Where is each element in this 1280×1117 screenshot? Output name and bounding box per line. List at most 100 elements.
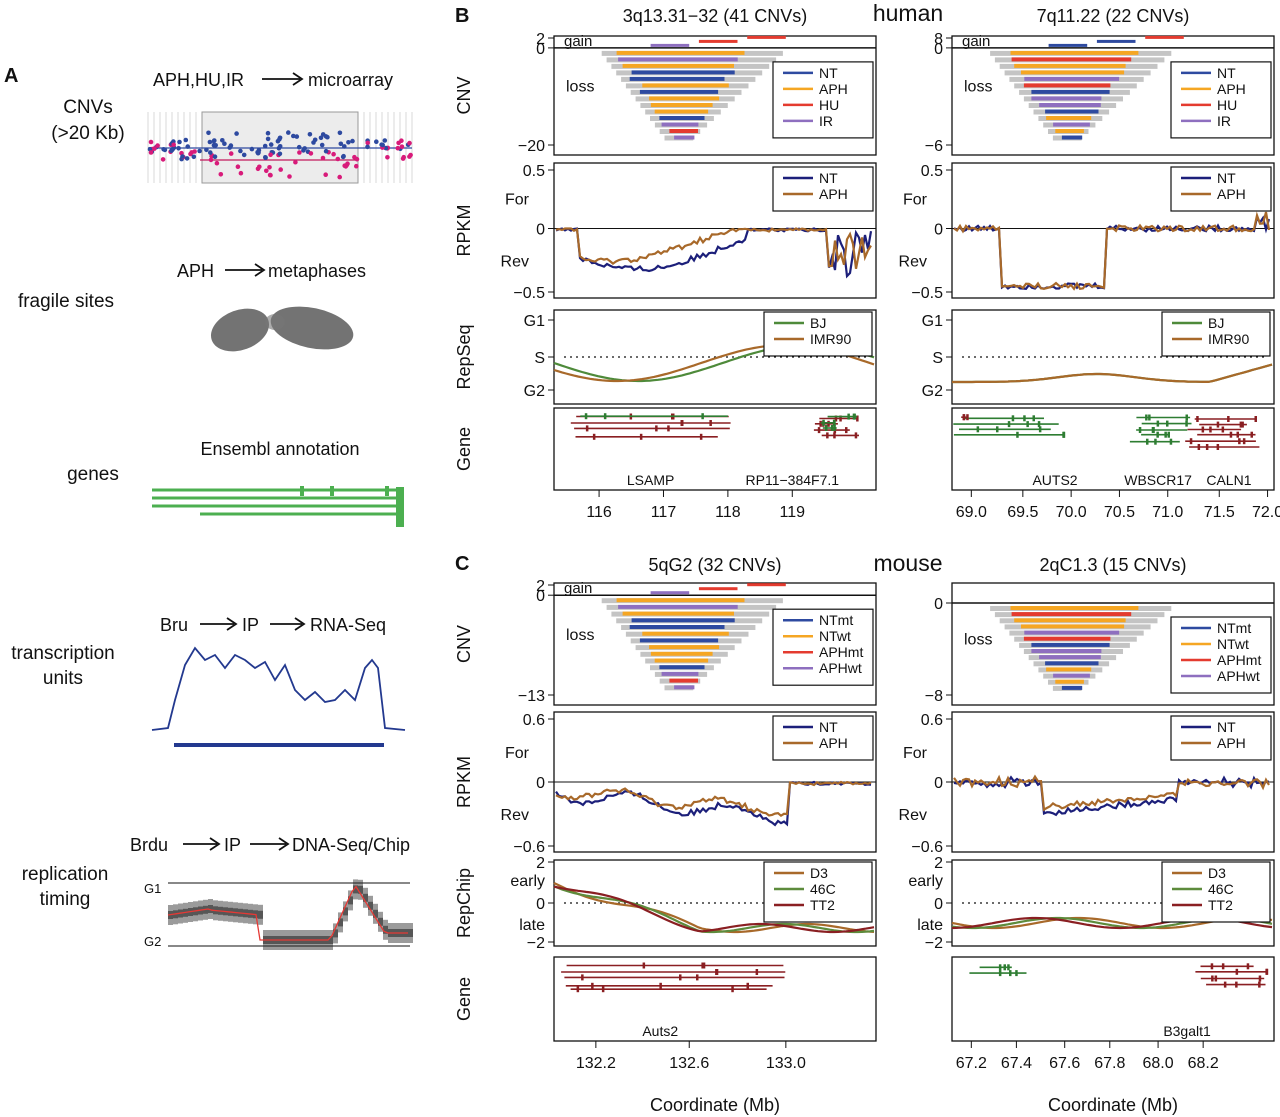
B-right-xtick-label: 69.0 — [956, 504, 987, 521]
microarray-dot — [337, 174, 343, 180]
B-right-cnv-legend-entry: NT — [1217, 65, 1236, 81]
cnv-row-label: CNVs — [63, 97, 113, 118]
microarray-dot — [265, 130, 271, 136]
B-right-gene-exon — [966, 414, 969, 421]
C-left-cnv-gain — [747, 583, 786, 587]
B-right-cnv-segment — [1046, 116, 1092, 120]
B-right-rpkm-legend-entry: APH — [1217, 186, 1246, 202]
B-left-cnv-segment — [642, 83, 729, 88]
C-right-rep-tick-top: 2 — [934, 855, 943, 872]
microarray-dot — [323, 148, 329, 154]
gene-exon — [385, 486, 389, 496]
microarray-dot — [213, 143, 218, 148]
organism-human: human — [873, 0, 943, 26]
B-right-gene-exon — [1236, 431, 1239, 438]
microarray-dot — [312, 137, 318, 143]
panel-c-letter: C — [455, 553, 469, 575]
microarray-dot — [383, 145, 389, 151]
B-left-gene-exon — [584, 413, 588, 420]
microarray-dot — [212, 138, 217, 143]
microarray-dot — [287, 174, 292, 179]
B-right-cnv-segment — [1061, 135, 1083, 140]
replication-cell-core — [348, 896, 353, 905]
B-left-cnv-segment — [669, 129, 698, 133]
C-left-cnv-box — [553, 582, 877, 706]
C-right-rpkm-tick-min: −0.6 — [911, 839, 943, 856]
microarray-dot — [148, 150, 154, 155]
C-left-cnv-tick-max: 2 — [536, 578, 545, 595]
chromatid-left — [210, 308, 270, 352]
B-right-loss-label: loss — [964, 79, 992, 96]
cnv-arrow-head — [292, 72, 304, 86]
microarray-dot — [222, 141, 227, 146]
microarray-dot — [350, 138, 355, 144]
B-right-rep-line — [952, 363, 1273, 384]
C-right-xtick-label: 67.4 — [1001, 1055, 1032, 1072]
microarray-dot — [208, 157, 214, 163]
C-left-gene-exon — [679, 974, 682, 981]
B-right-cnv-segment — [1014, 63, 1126, 68]
B-left-rev-label: Rev — [501, 254, 529, 271]
B-left-cnv-legend-entry: NT — [819, 65, 838, 81]
B-right-rep-legend-box — [1161, 311, 1271, 357]
B-left-gene-exon — [655, 425, 658, 432]
microarray-dot — [180, 154, 185, 159]
microarray-dot — [395, 145, 401, 151]
C-left-cnv-legend-entry: APHwt — [819, 660, 862, 676]
cnv-method-text: APH,HU,IR — [153, 70, 244, 90]
centromere — [265, 314, 285, 330]
microarray-dot — [294, 134, 300, 139]
replication-cell-core — [208, 905, 213, 913]
B-right-xtick-label: 72.0 — [1252, 504, 1280, 521]
B-right-gene-exon — [1197, 444, 1201, 450]
C-left-cnv-segment — [618, 604, 738, 609]
B-left-gene-ylabel: Gene — [454, 427, 474, 471]
B-left-cnv-legend-entry: HU — [819, 97, 839, 113]
C-left-rpkm-aph — [555, 780, 872, 818]
B-right-gene-name: AUTS2 — [1032, 472, 1077, 488]
B-right-gene-exon — [1185, 420, 1188, 427]
B-right-gene-name: WBSCR17 — [1124, 472, 1192, 488]
B-left-gene-exon — [832, 419, 836, 426]
rnaseq-text: RNA-Seq — [310, 615, 386, 635]
C-left-cnv-segment — [674, 685, 695, 690]
B-right-rpkm-legend-box — [1170, 166, 1272, 212]
C-right-xtick-label: 68.2 — [1188, 1055, 1219, 1072]
microarray-dot — [286, 130, 291, 135]
microarray-dot — [400, 156, 406, 161]
microarray-dot — [185, 144, 190, 149]
C-right-cnv-tick-min: −8 — [925, 688, 943, 705]
transcription-signal — [151, 646, 406, 731]
B-right-gene-exon — [1227, 416, 1230, 422]
microarray-dot — [277, 151, 283, 157]
B-left-gene-exon — [667, 425, 670, 432]
microarray-dot — [323, 172, 329, 177]
replication-cell-core — [358, 885, 363, 894]
B-left-rpkm-legend-entry: NT — [819, 170, 838, 186]
C-right-cnv-tick-zero: 0 — [934, 596, 943, 613]
B-left-cnv-ylabel: CNV — [454, 76, 474, 114]
B-right-gene-exon — [1145, 414, 1148, 421]
gene-model — [152, 486, 404, 527]
cnv-method-text-2: microarray — [308, 70, 393, 90]
B-left-gene-exon — [699, 433, 703, 440]
B-right-rpkm-tick-zero: 0 — [934, 222, 943, 239]
B-left-gene-exon — [701, 413, 704, 420]
microarray-dot — [171, 142, 176, 148]
C-left-cnv-segment — [622, 611, 734, 616]
gene-exon — [300, 486, 304, 496]
C-left-cnv-segment — [661, 671, 699, 676]
B-right-cnv-segment — [1023, 83, 1111, 88]
C-right-cnv-segment — [1055, 679, 1084, 684]
C-left-gene-box — [553, 956, 877, 1042]
B-left-xtick-label: 117 — [651, 504, 677, 521]
C-right-rep-early: early — [908, 873, 943, 890]
B-right-cnv-legend-entry: HU — [1217, 97, 1237, 113]
B-right-gene-exon — [1169, 438, 1173, 445]
microarray-dot — [176, 146, 181, 151]
B-left-cnv-segment — [622, 63, 734, 68]
C-left-rep-tick-zero: 0 — [536, 896, 545, 913]
C-right-cnv-box — [951, 582, 1275, 706]
B-right-cnv-legend-entry: APH — [1217, 81, 1246, 97]
B-right-cnv-segment — [1055, 129, 1084, 133]
